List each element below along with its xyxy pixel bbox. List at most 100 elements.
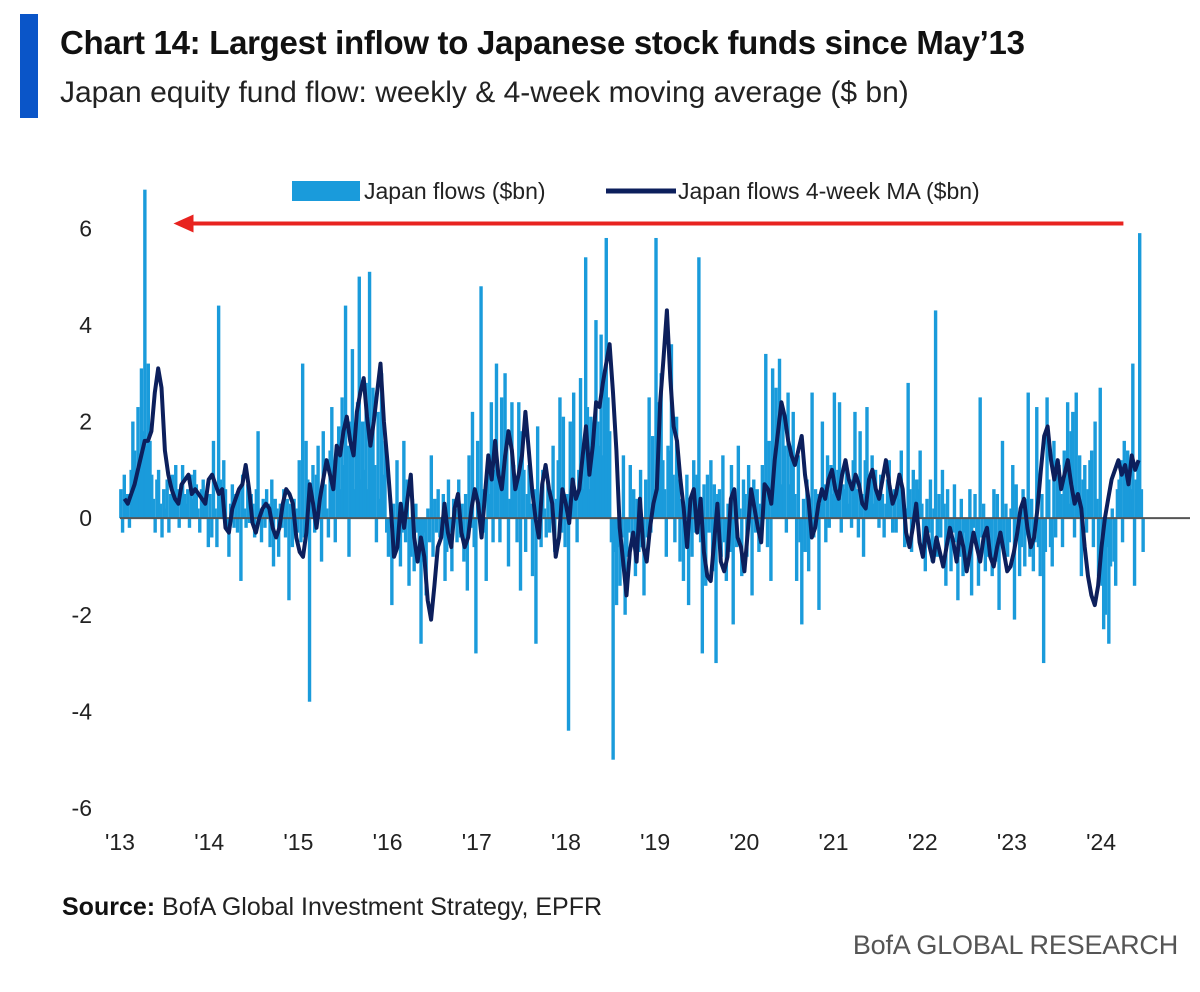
flow-bar xyxy=(240,474,245,519)
flow-bar xyxy=(345,445,349,519)
flow-bar xyxy=(1086,489,1090,519)
flow-bar xyxy=(784,518,789,533)
flow-bar xyxy=(786,392,790,519)
flow-bar xyxy=(885,479,890,519)
flow-bar xyxy=(1067,503,1072,519)
flow-bar xyxy=(1019,518,1024,548)
flow-bar xyxy=(776,440,780,519)
flow-bar xyxy=(366,489,370,519)
flow-bar xyxy=(930,518,934,562)
flow-bar xyxy=(409,518,413,557)
flow-bar xyxy=(415,518,420,533)
flow-bar xyxy=(1038,518,1042,577)
flow-bar xyxy=(834,498,838,519)
flow-bar xyxy=(379,373,384,519)
flow-bar xyxy=(172,498,176,519)
flow-bar xyxy=(189,474,193,519)
flow-bar xyxy=(827,518,831,528)
flow-bar xyxy=(846,503,850,519)
flow-bar xyxy=(561,416,566,519)
flow-bar xyxy=(460,503,464,519)
flow-bar xyxy=(287,518,291,601)
flow-bar xyxy=(647,397,651,519)
flow-bar xyxy=(288,503,293,519)
flow-bar xyxy=(575,518,579,543)
flow-bar xyxy=(806,518,811,572)
flow-bar xyxy=(841,484,845,519)
flow-bar xyxy=(499,397,504,519)
flow-bar xyxy=(223,489,228,519)
flow-bar xyxy=(942,503,946,519)
source-text: BofA Global Investment Strategy, EPFR xyxy=(162,893,603,921)
flow-bar xyxy=(426,508,430,519)
flow-bar xyxy=(978,397,982,519)
flow-bar xyxy=(880,494,885,519)
flow-bar xyxy=(335,460,339,519)
flow-bar xyxy=(1112,518,1116,562)
flow-bar xyxy=(119,489,123,519)
flow-bar xyxy=(981,503,986,519)
flow-bar xyxy=(988,518,993,533)
flow-bar xyxy=(184,503,188,519)
flow-bar xyxy=(920,503,924,519)
flow-bar xyxy=(558,397,562,519)
flow-bar xyxy=(1095,498,1099,519)
flow-bar xyxy=(824,518,828,543)
flow-bar xyxy=(139,368,144,519)
flow-bar xyxy=(613,518,617,552)
flow-bar xyxy=(837,402,842,519)
flow-bar xyxy=(186,489,190,519)
flow-bar xyxy=(764,353,768,519)
flow-bar xyxy=(474,518,478,654)
flow-bar xyxy=(141,431,145,519)
flow-bar xyxy=(328,450,332,519)
flow-bar xyxy=(664,518,668,557)
flow-bar xyxy=(921,518,926,548)
flow-bar xyxy=(144,445,149,519)
flow-bar xyxy=(374,518,379,543)
flow-bar xyxy=(256,431,260,519)
flow-bar xyxy=(609,518,614,543)
flow-bar xyxy=(1136,465,1140,519)
flow-bar xyxy=(894,518,898,533)
flow-bar xyxy=(138,460,142,519)
flow-bar xyxy=(556,460,560,519)
flow-bar xyxy=(342,465,346,519)
flow-bar xyxy=(702,484,706,519)
flow-bar xyxy=(848,479,852,519)
flow-bar xyxy=(1141,518,1145,552)
flow-bar xyxy=(367,271,372,519)
flow-bar xyxy=(810,392,814,519)
flow-bar xyxy=(307,518,312,702)
flow-bar xyxy=(758,503,763,519)
flow-bar xyxy=(182,494,187,519)
flow-bar xyxy=(187,518,192,528)
flow-bar xyxy=(830,494,835,519)
flow-bar xyxy=(192,469,197,519)
flow-bar xyxy=(1081,479,1085,519)
flow-bar xyxy=(168,494,173,519)
flow-bar xyxy=(889,498,893,519)
flow-bar xyxy=(246,484,250,519)
flow-bar xyxy=(1093,421,1097,519)
flow-bar xyxy=(547,518,552,533)
flow-bar xyxy=(174,465,178,519)
flow-bar xyxy=(980,518,984,538)
flow-bar xyxy=(993,518,998,562)
flow-bar xyxy=(427,518,432,543)
flow-bar xyxy=(844,465,849,519)
flow-bar xyxy=(487,494,492,519)
flow-bar xyxy=(621,455,626,519)
flow-bar xyxy=(348,421,353,519)
flow-bar xyxy=(992,489,996,519)
flow-bar xyxy=(1007,518,1012,543)
flow-bar xyxy=(604,237,608,519)
flow-bar xyxy=(206,518,211,548)
flow-bar xyxy=(378,498,382,519)
flow-bar xyxy=(218,479,223,519)
flow-bar xyxy=(158,503,163,519)
flow-bar xyxy=(731,518,735,625)
flow-bar xyxy=(839,518,843,533)
flow-bar xyxy=(686,518,691,606)
flow-bar xyxy=(398,518,403,567)
